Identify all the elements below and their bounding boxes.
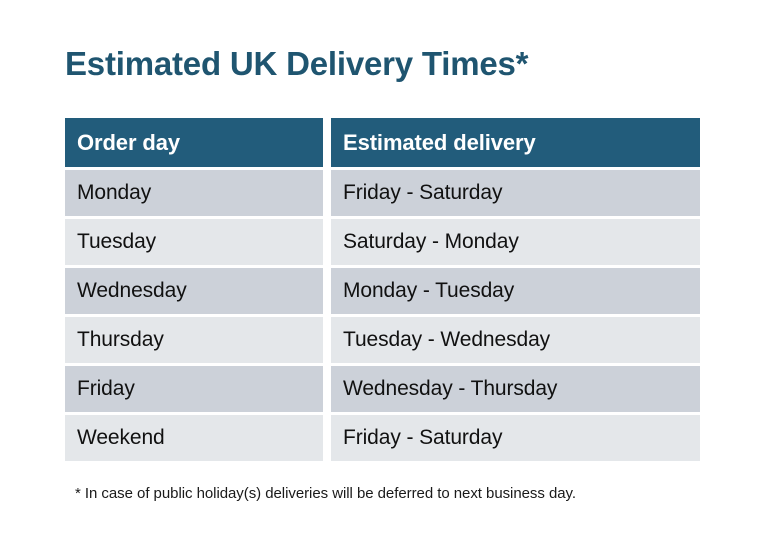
cell-order-day: Wednesday (65, 268, 323, 314)
table-row: Monday Friday - Saturday (65, 170, 700, 216)
column-header-estimated-delivery: Estimated delivery (331, 118, 700, 167)
table-header-row: Order day Estimated delivery (65, 118, 700, 167)
column-header-order-day: Order day (65, 118, 323, 167)
cell-order-day: Weekend (65, 415, 323, 461)
table-row: Friday Wednesday - Thursday (65, 366, 700, 412)
cell-order-day: Friday (65, 366, 323, 412)
table-row: Weekend Friday - Saturday (65, 415, 700, 461)
cell-estimated-delivery: Friday - Saturday (331, 170, 700, 216)
cell-estimated-delivery: Saturday - Monday (331, 219, 700, 265)
delivery-times-table: Order day Estimated delivery Monday Frid… (65, 118, 700, 464)
table-row: Thursday Tuesday - Wednesday (65, 317, 700, 363)
cell-order-day: Tuesday (65, 219, 323, 265)
cell-order-day: Thursday (65, 317, 323, 363)
cell-order-day: Monday (65, 170, 323, 216)
cell-estimated-delivery: Friday - Saturday (331, 415, 700, 461)
cell-estimated-delivery: Tuesday - Wednesday (331, 317, 700, 363)
page-title: Estimated UK Delivery Times* (65, 45, 529, 82)
cell-estimated-delivery: Monday - Tuesday (331, 268, 700, 314)
table-row: Tuesday Saturday - Monday (65, 219, 700, 265)
footnote-text: * In case of public holiday(s) deliverie… (75, 485, 576, 502)
table-row: Wednesday Monday - Tuesday (65, 268, 700, 314)
cell-estimated-delivery: Wednesday - Thursday (331, 366, 700, 412)
